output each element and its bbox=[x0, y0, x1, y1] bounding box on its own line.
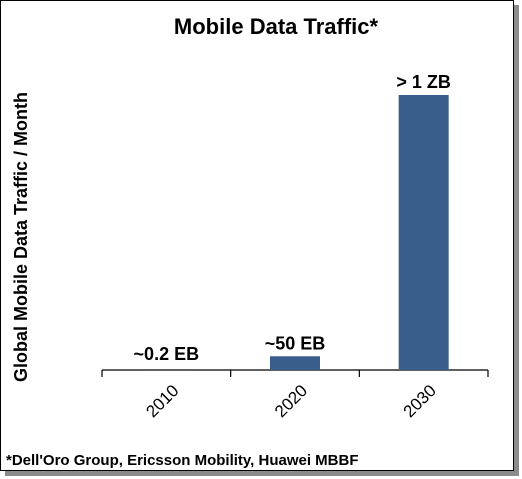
bar-2020 bbox=[270, 356, 320, 370]
y-axis-label: Global Mobile Data Traffic / Month bbox=[11, 92, 31, 382]
chart-title: Mobile Data Traffic* bbox=[174, 14, 379, 39]
bars-group bbox=[141, 95, 449, 370]
source-footnote: *Dell'Oro Group, Ericsson Mobility, Huaw… bbox=[6, 452, 359, 469]
data-label-2020: ~50 EB bbox=[265, 333, 326, 353]
data-labels-group: ~0.2 EB ~50 EB > 1 ZB bbox=[134, 72, 451, 364]
x-ticks-group bbox=[101, 370, 489, 377]
data-label-2030: > 1 ZB bbox=[396, 72, 451, 92]
x-tick-label-2030: 2030 bbox=[400, 381, 440, 421]
data-label-2010: ~0.2 EB bbox=[134, 344, 200, 364]
x-tick-labels-group: 2010 2020 2030 bbox=[142, 381, 440, 421]
x-tick-label-2010: 2010 bbox=[142, 381, 182, 421]
chart-canvas: Mobile Data Traffic* Global Mobile Data … bbox=[6, 14, 489, 469]
bar-2030 bbox=[398, 95, 449, 370]
chart-frame: Mobile Data Traffic* Global Mobile Data … bbox=[0, 0, 514, 471]
x-tick-label-2020: 2020 bbox=[271, 381, 311, 421]
